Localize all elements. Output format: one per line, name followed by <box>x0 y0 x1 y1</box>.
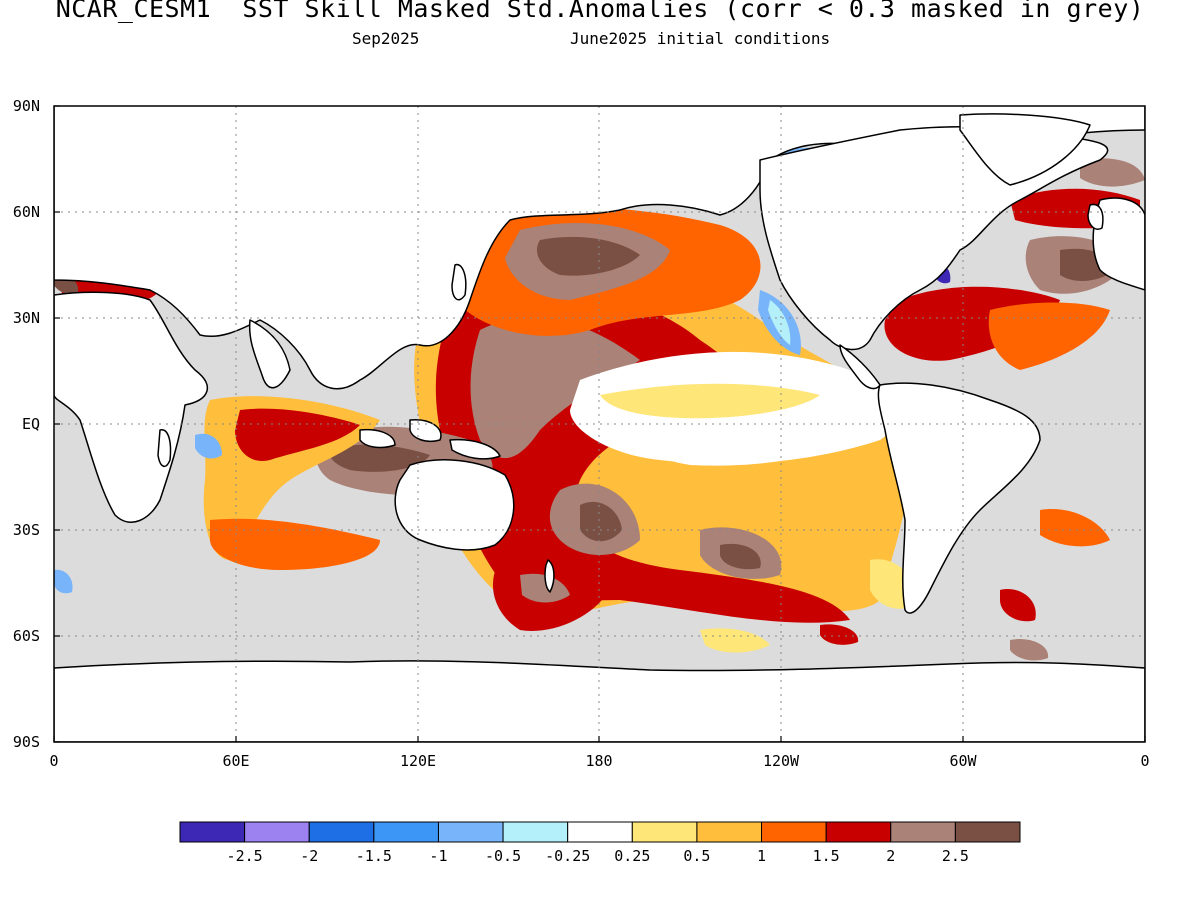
colorbar-swatch <box>567 821 633 843</box>
uk-land <box>1087 203 1104 230</box>
africa-land <box>54 291 209 523</box>
colorbar-legend: -2.5 -2 -1.5 -1 -0.5 -0.25 0.25 0.5 1 1.5 2 2.5 <box>179 821 1021 865</box>
tick-marks <box>53 105 1146 743</box>
colorbar-label: -2 <box>300 847 318 865</box>
lon-label-0-end: 0 <box>1140 752 1149 770</box>
colorbar-swatch <box>954 821 1021 843</box>
greenland-land <box>959 113 1091 186</box>
tasman-extreme <box>520 573 570 603</box>
indian-ocean-strong <box>235 408 360 461</box>
madagascar-cool <box>195 433 222 459</box>
extreme-warm-core-2 <box>580 501 622 542</box>
lat-label-30s: 30S <box>13 521 40 539</box>
lat-label-eq: EQ <box>22 415 40 433</box>
weddell-extreme <box>1010 639 1049 661</box>
lat-label-30n: 30N <box>13 309 40 327</box>
extreme-warm-core-3 <box>720 543 761 570</box>
colorbar-label: -2.5 <box>227 847 263 865</box>
maritime-extreme-core <box>329 444 430 472</box>
land-masses <box>54 106 1145 742</box>
new-guinea-land <box>449 438 501 460</box>
south-atlantic-strong <box>1000 589 1036 622</box>
gridlines <box>54 106 1145 742</box>
new-zealand-land <box>544 559 555 593</box>
lat-label-60n: 60N <box>13 203 40 221</box>
north-atlantic-warm <box>988 302 1110 370</box>
sw-indian-cool <box>54 569 73 594</box>
southern-ocean-warm <box>820 624 859 645</box>
east-pacific-weak-warm <box>600 383 820 419</box>
lon-label-0: 0 <box>49 752 58 770</box>
lon-label-180: 180 <box>585 752 612 770</box>
south-indian-warm <box>210 518 380 570</box>
colorbar-label: 0.25 <box>614 847 650 865</box>
colorbar-label: -1 <box>429 847 447 865</box>
ne-pacific-cool-light <box>768 300 791 345</box>
colorbar-swatch <box>373 821 439 843</box>
north-pacific-extreme-core <box>536 236 640 276</box>
lon-label-120e: 120E <box>400 752 436 770</box>
forecast-month: Sep2025 <box>352 29 420 48</box>
colorbar-swatch <box>890 821 956 843</box>
central-america-land <box>839 344 881 390</box>
colorbar-label: 1 <box>757 847 766 865</box>
lat-label-60s: 60S <box>13 627 40 645</box>
lon-label-60w: 60W <box>949 752 977 770</box>
colorbar-swatch <box>179 821 246 843</box>
colorbar-label: 2.5 <box>942 847 969 865</box>
lon-label-120w: 120W <box>763 752 800 770</box>
lat-label-90n: 90N <box>13 97 40 115</box>
colorbar-swatch <box>308 821 375 843</box>
southern-ocean-weak-warm <box>700 628 770 653</box>
map-field <box>54 106 1145 742</box>
latitude-labels: 90N 60N 30N EQ 30S 60S 90S <box>13 97 40 751</box>
colorbar-swatch <box>825 821 892 843</box>
colorbar-label: -0.25 <box>545 847 590 865</box>
sumatra-land <box>359 428 396 449</box>
initial-conditions: June2025 initial conditions <box>570 29 831 48</box>
barents-extreme <box>1080 158 1145 187</box>
colorbar-label: 1.5 <box>813 847 840 865</box>
colorbar-label: 0.5 <box>683 847 710 865</box>
colorbar-swatch <box>761 821 827 843</box>
india-land <box>248 319 291 389</box>
longitude-labels: 0 60E 120E 180 120W 60W 0 <box>49 752 1149 770</box>
colorbar-label: -0.5 <box>485 847 521 865</box>
colorbar-swatch <box>502 821 569 843</box>
europe-west-land <box>1092 197 1145 291</box>
colorbar-swatch <box>437 821 504 843</box>
lon-label-60e: 60E <box>222 752 249 770</box>
south-america-land <box>877 382 1041 614</box>
madagascar-land <box>157 429 172 467</box>
lat-label-90s: 90S <box>13 733 40 751</box>
anomaly-fields <box>54 130 1145 661</box>
east-pacific-neutral-2 <box>640 433 830 466</box>
south-atlantic-warm <box>1040 509 1110 547</box>
colorbar-label: -1.5 <box>356 847 392 865</box>
colorbar-label: 2 <box>886 847 895 865</box>
colorbar-swatch <box>696 821 763 843</box>
extreme-warm-patch-1 <box>470 317 640 459</box>
australia-land <box>394 459 515 551</box>
colorbar-swatch <box>631 821 698 843</box>
japan-land <box>451 263 467 301</box>
colorbar-swatch <box>244 821 310 843</box>
map-title: NCAR_CESM1 SST Skill Masked Std.Anomalie… <box>55 0 1145 23</box>
